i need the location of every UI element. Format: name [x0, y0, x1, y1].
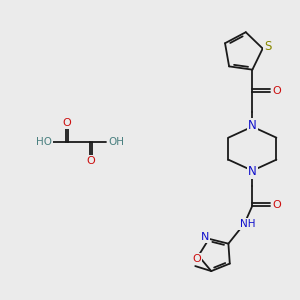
Text: N: N — [201, 232, 209, 242]
Text: N: N — [248, 165, 257, 178]
Text: O: O — [192, 254, 201, 264]
Text: O: O — [272, 86, 281, 96]
Text: OH: OH — [108, 137, 124, 147]
Text: NH: NH — [240, 219, 255, 229]
Text: S: S — [264, 40, 272, 53]
Text: N: N — [248, 119, 257, 132]
Text: O: O — [87, 156, 95, 166]
Text: O: O — [63, 118, 71, 128]
Text: O: O — [272, 200, 281, 210]
Text: HO: HO — [36, 137, 52, 147]
